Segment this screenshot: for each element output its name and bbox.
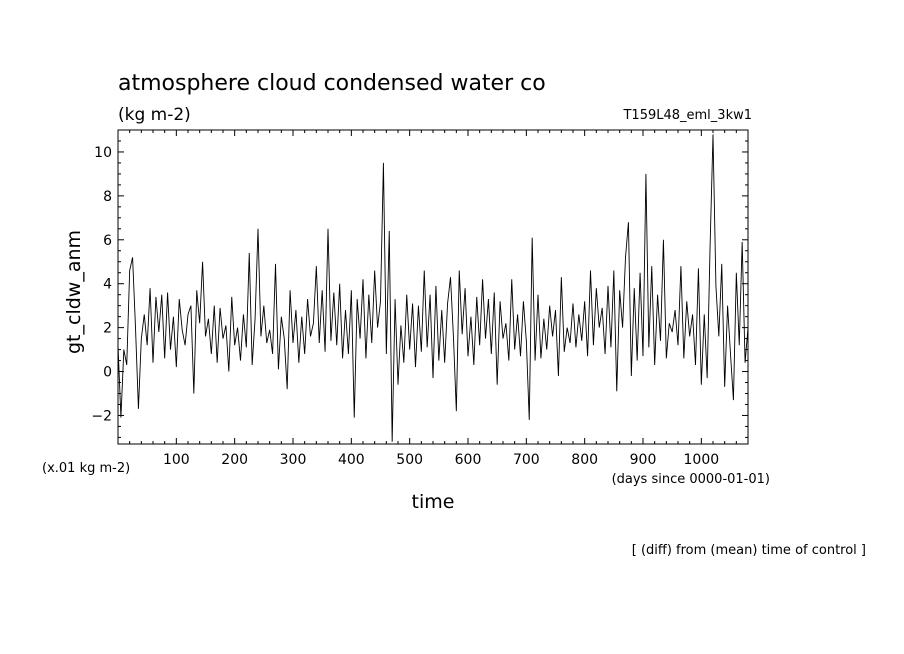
x-tick-label: 400 [338, 452, 365, 468]
y-tick-label: 2 [103, 321, 112, 337]
x-tick-label: 1000 [684, 452, 720, 468]
y-tick-label: 10 [94, 145, 112, 161]
y-axis: −2 0 2 4 6 8 10 [91, 129, 748, 438]
x-tick-label: 500 [396, 452, 423, 468]
x-tick-label: 100 [163, 452, 190, 468]
chart-title: atmosphere cloud condensed water co [118, 71, 546, 96]
x-unit-note: (days since 0000-01-01) [612, 472, 770, 487]
y-tick-label: 8 [103, 189, 112, 205]
series-line [117, 134, 749, 442]
chart-units: (kg m-2) [118, 105, 191, 125]
x-tick-label: 300 [280, 452, 307, 468]
run-label: T159L48_eml_3kw1 [622, 108, 752, 123]
y-axis-label: gt_cldw_anm [63, 230, 85, 354]
footer-note: [ (diff) from (mean) time of control ] [632, 543, 866, 558]
y-tick-label: 6 [103, 233, 112, 249]
plot-frame [117, 129, 749, 445]
x-tick-label: 800 [571, 452, 598, 468]
x-tick-label: 600 [455, 452, 482, 468]
x-axis: 100 200 300 400 500 600 700 800 900 1000 [129, 130, 737, 468]
x-tick-label: 700 [513, 452, 540, 468]
x-tick-label: 900 [630, 452, 657, 468]
y-tick-label: 4 [103, 277, 112, 293]
y-scale-note: (x.01 kg m-2) [42, 461, 130, 476]
y-tick-label: 0 [103, 365, 112, 381]
y-tick-label: −2 [91, 408, 112, 424]
series-group [117, 134, 749, 442]
x-axis-label: time [412, 491, 455, 513]
x-tick-label: 200 [221, 452, 248, 468]
